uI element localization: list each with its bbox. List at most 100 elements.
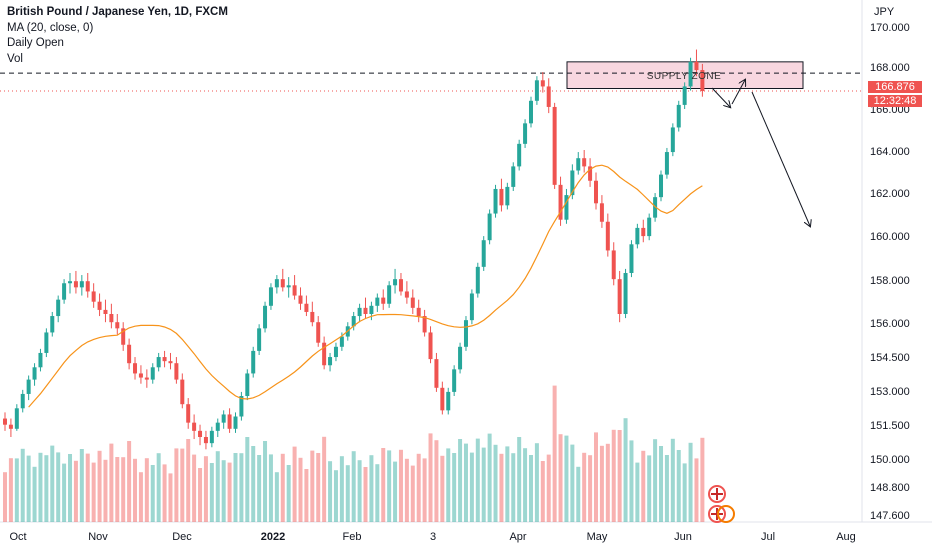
candle-body: [268, 287, 273, 306]
volume-bar: [381, 448, 386, 522]
candle-body: [304, 303, 309, 312]
volume-bar: [162, 464, 167, 522]
candle-body: [493, 188, 498, 214]
volume-bar: [263, 441, 268, 522]
price-tick-label: 164.000: [870, 146, 910, 158]
legend-vol: Vol: [7, 52, 23, 65]
volume-bar: [115, 457, 120, 522]
volume-bar: [452, 453, 457, 522]
candle-body: [138, 373, 143, 378]
legend-ma: MA (20, close, 0): [7, 21, 94, 34]
volume-bar: [422, 458, 427, 522]
volume-bar: [499, 453, 504, 522]
volume-bar: [322, 436, 327, 522]
volume-bar: [428, 433, 433, 522]
volume-bar: [410, 465, 415, 522]
volume-bar: [505, 446, 510, 522]
candle-body: [375, 297, 380, 306]
candle-body: [150, 367, 155, 380]
volume-bar: [458, 439, 463, 522]
candle-body: [73, 281, 78, 288]
volume-bar: [274, 472, 279, 522]
candle-body: [487, 213, 492, 241]
volume-bar: [523, 448, 528, 522]
volume-bar: [641, 450, 646, 522]
candle-body: [209, 430, 214, 444]
volume-bar: [528, 455, 533, 522]
candle-body: [540, 80, 545, 87]
volume-bar: [192, 454, 197, 522]
countdown-tag: 12:32:48: [868, 95, 922, 107]
candle-body: [68, 281, 73, 284]
volume-bar: [629, 440, 634, 522]
volume-bar: [150, 465, 155, 522]
candle-body: [629, 244, 634, 273]
candle-body: [274, 279, 279, 288]
volume-bar: [121, 457, 126, 522]
candle-body: [3, 418, 7, 425]
volume-bar: [286, 465, 291, 522]
candle-body: [32, 367, 37, 380]
candle-body: [611, 250, 616, 280]
candle-body: [103, 309, 108, 314]
candle-body: [617, 279, 622, 314]
candle-body: [599, 203, 604, 222]
volume-bar: [534, 443, 539, 522]
volume-bar: [664, 455, 669, 522]
volume-bar: [375, 464, 380, 522]
volume-bar: [333, 470, 338, 522]
volume-bar: [328, 461, 333, 522]
volume-bar: [605, 443, 610, 522]
volume-bar: [198, 468, 203, 522]
candle-body: [227, 414, 232, 429]
candle-body: [659, 174, 664, 198]
volume-bar: [221, 460, 226, 522]
volume-bar: [3, 472, 7, 522]
candle-body: [162, 357, 167, 362]
time-tick-label: Jun: [674, 531, 692, 543]
candle-body: [339, 336, 344, 347]
volume-bar: [227, 462, 232, 522]
candle-body: [233, 416, 238, 429]
candle-body: [446, 391, 451, 411]
price-tick-label: 160.000: [870, 231, 910, 243]
volume-bar: [186, 439, 191, 522]
time-tick-label: Nov: [88, 531, 108, 543]
price-tick-label: 168.000: [870, 62, 910, 74]
volume-bar: [588, 455, 593, 522]
candle-body: [186, 404, 191, 423]
volume-bar: [487, 433, 492, 522]
volume-bar: [493, 444, 498, 522]
price-tick-label: 147.600: [870, 510, 910, 522]
volume-bar: [38, 452, 43, 522]
projection-arrow-down: [711, 87, 730, 107]
candle-body: [38, 352, 43, 368]
volume-bar: [168, 473, 173, 522]
volume-bar: [682, 463, 687, 522]
candle-body: [351, 316, 356, 327]
volume-bar: [611, 429, 616, 522]
candle-body: [363, 307, 368, 314]
volume-bar: [138, 472, 143, 522]
volume-bar: [127, 441, 132, 522]
candle-body: [26, 379, 31, 394]
axis-currency: JPY: [874, 6, 895, 18]
candle-body: [44, 332, 49, 353]
volume-bar: [552, 385, 557, 522]
volume-bar: [68, 454, 73, 522]
volume-bar: [700, 437, 705, 522]
candle-body: [198, 430, 203, 437]
volume-bar: [594, 432, 598, 522]
candle-body: [428, 332, 433, 360]
projection-arrow-target: [751, 91, 810, 226]
volume-bar: [304, 469, 309, 522]
candle-body: [221, 414, 226, 423]
candle-body: [133, 363, 138, 374]
volume-bar: [398, 449, 403, 522]
price-tick-label: 162.000: [870, 188, 910, 200]
candle-body: [322, 342, 327, 366]
volume-bar: [647, 455, 652, 522]
volume-bar: [50, 445, 55, 522]
volume-bar: [233, 453, 238, 522]
